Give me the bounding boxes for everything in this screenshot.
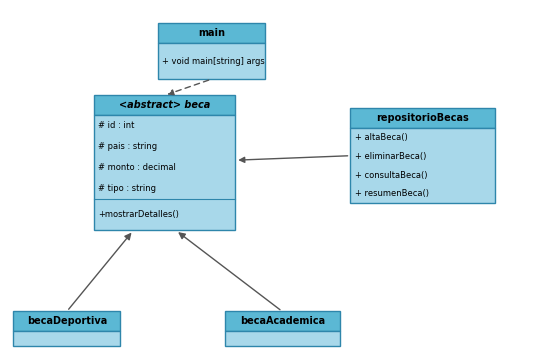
Text: repositorioBecas: repositorioBecas [376, 113, 469, 123]
Polygon shape [225, 311, 340, 331]
Text: # tipo : string: # tipo : string [98, 184, 156, 193]
Polygon shape [158, 43, 265, 79]
Text: # id : int: # id : int [98, 121, 134, 130]
Polygon shape [350, 128, 495, 203]
Polygon shape [350, 108, 495, 128]
Text: + void main[string] args: + void main[string] args [162, 57, 265, 66]
Polygon shape [13, 311, 120, 331]
Text: <abstract> beca: <abstract> beca [119, 100, 210, 110]
Polygon shape [158, 23, 265, 43]
Text: # pais : string: # pais : string [98, 142, 157, 151]
Text: +mostrarDetalles(): +mostrarDetalles() [98, 210, 179, 219]
Text: main: main [198, 28, 225, 38]
Text: becaDeportiva: becaDeportiva [27, 316, 107, 326]
Polygon shape [94, 95, 235, 115]
Text: + consultaBeca(): + consultaBeca() [355, 171, 427, 180]
Text: becaAcademica: becaAcademica [240, 316, 325, 326]
Text: # monto : decimal: # monto : decimal [98, 163, 176, 172]
Text: + altaBeca(): + altaBeca() [355, 133, 408, 142]
Polygon shape [13, 331, 120, 346]
Polygon shape [94, 115, 235, 230]
Text: + resumenBeca(): + resumenBeca() [355, 189, 429, 198]
Polygon shape [225, 331, 340, 346]
Text: + eliminarBeca(): + eliminarBeca() [355, 152, 426, 161]
